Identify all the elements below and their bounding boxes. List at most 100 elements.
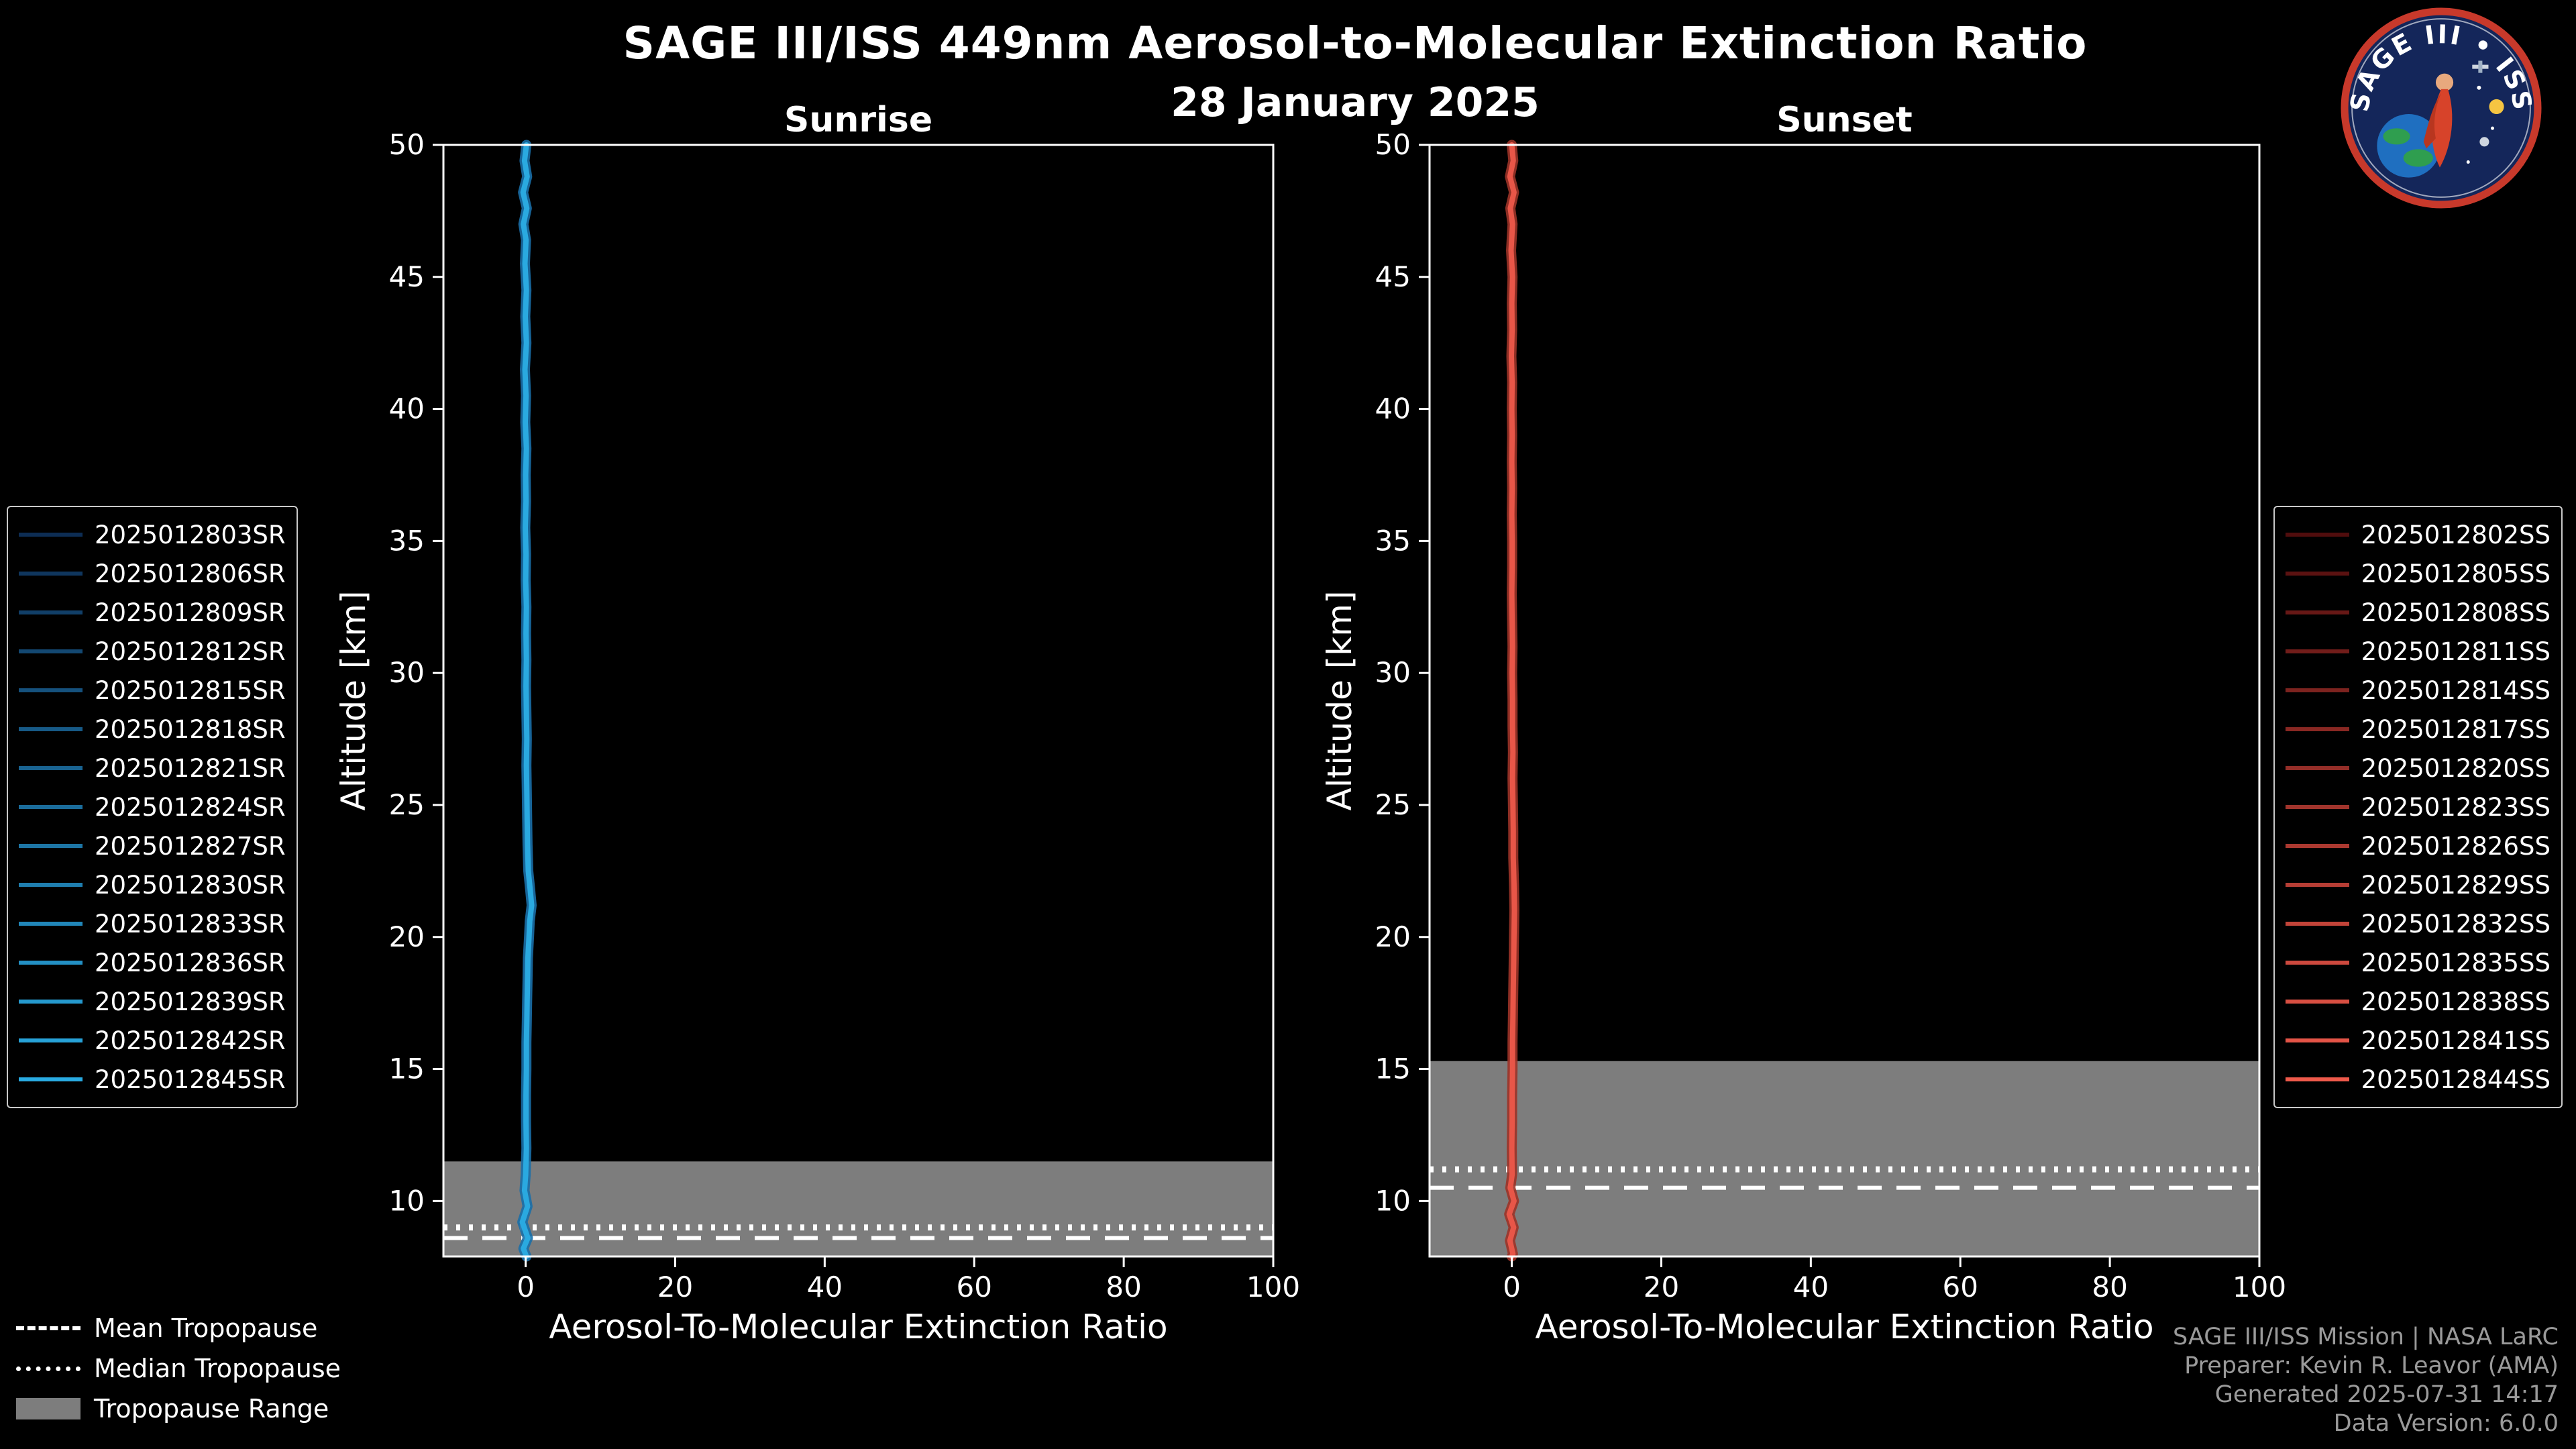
legend-line-swatch bbox=[2285, 844, 2349, 848]
legend-event-label: 2025012814SS bbox=[2361, 676, 2551, 705]
legend-line-swatch bbox=[2285, 727, 2349, 731]
legend-event-label: 2025012806SR bbox=[95, 559, 286, 588]
legend-event-label: 2025012844SS bbox=[2361, 1065, 2551, 1094]
legend-line-swatch bbox=[19, 1077, 83, 1081]
tropopause-range-band bbox=[443, 1161, 1273, 1256]
sun-icon bbox=[2489, 99, 2504, 115]
x-tick-label: 100 bbox=[2233, 1271, 2286, 1303]
median-tropopause-label: Median Tropopause bbox=[94, 1354, 341, 1383]
iss-satellite-icon bbox=[2472, 60, 2489, 73]
x-axis-label: Aerosol-To-Molecular Extinction Ratio bbox=[549, 1307, 1167, 1346]
gray-band-swatch bbox=[16, 1398, 80, 1419]
credits-data-version: Data Version: 6.0.0 bbox=[2333, 1410, 2559, 1437]
panel-title: Sunset bbox=[1776, 101, 1913, 140]
legend-item: 2025012836SR bbox=[19, 943, 286, 982]
legend-line-swatch bbox=[19, 533, 83, 537]
legend-item: 2025012833SR bbox=[19, 904, 286, 943]
legend-event-label: 2025012817SS bbox=[2361, 714, 2551, 744]
legend-item: 2025012826SS bbox=[2285, 826, 2551, 865]
legend-event-label: 2025012833SR bbox=[95, 909, 286, 938]
legend-line-swatch bbox=[2285, 688, 2349, 692]
panel-title: Sunrise bbox=[784, 101, 932, 140]
legend-event-label: 2025012830SR bbox=[95, 870, 286, 900]
y-tick-label: 35 bbox=[389, 524, 425, 557]
legend-line-swatch bbox=[19, 610, 83, 614]
figure-title: SAGE III/ISS 449nm Aerosol-to-Molecular … bbox=[623, 17, 2088, 69]
legend-line-swatch bbox=[19, 1000, 83, 1004]
y-tick-label: 45 bbox=[1375, 260, 1411, 293]
y-tick-label: 10 bbox=[389, 1184, 425, 1217]
legend-item: 2025012830SR bbox=[19, 865, 286, 904]
legend-line-swatch bbox=[2285, 572, 2349, 576]
legend-event-label: 2025012838SS bbox=[2361, 987, 2551, 1016]
legend-item: 2025012829SS bbox=[2285, 865, 2551, 904]
logo-inner-ring bbox=[2351, 18, 2531, 198]
legend-line-swatch bbox=[2285, 610, 2349, 614]
legend-line-swatch bbox=[19, 572, 83, 576]
dotted-line-swatch bbox=[16, 1366, 80, 1371]
legend-line-swatch bbox=[19, 727, 83, 731]
y-tick-label: 40 bbox=[1375, 392, 1411, 425]
legend-item: 2025012827SR bbox=[19, 826, 286, 865]
tropopause-range-label: Tropopause Range bbox=[94, 1394, 329, 1424]
credits-preparer: Preparer: Kevin R. Leavor (AMA) bbox=[2184, 1352, 2559, 1379]
earth-land bbox=[2403, 149, 2433, 167]
legend-line-swatch bbox=[19, 961, 83, 965]
y-tick-label: 50 bbox=[389, 128, 425, 161]
legend-event-label: 2025012839SR bbox=[95, 987, 286, 1016]
credits: SAGE III/ISS Mission | NASA LaRC Prepare… bbox=[2173, 1323, 2559, 1438]
sage-iii-iss-logo: SAGE III • ISS bbox=[2341, 7, 2542, 209]
legend-line-swatch bbox=[2285, 766, 2349, 770]
legend-item: 2025012805SS bbox=[2285, 554, 2551, 593]
legend-event-label: 2025012818SR bbox=[95, 714, 286, 744]
profile-line bbox=[519, 142, 535, 1259]
legend-item: 2025012808SS bbox=[2285, 593, 2551, 632]
credits-mission: SAGE III/ISS Mission | NASA LaRC bbox=[2173, 1324, 2559, 1350]
sunset-legend: 2025012802SS 2025012805SS 2025012808SS 2025… bbox=[2273, 506, 2563, 1108]
earth-land bbox=[2383, 128, 2410, 145]
legend-item: 2025012842SR bbox=[19, 1021, 286, 1060]
legend-event-label: 2025012835SS bbox=[2361, 948, 2551, 977]
legend-item: 2025012811SS bbox=[2285, 632, 2551, 671]
x-tick-label: 60 bbox=[1943, 1271, 1978, 1303]
legend-item: 2025012844SS bbox=[2285, 1060, 2551, 1099]
x-tick-label: 0 bbox=[517, 1271, 535, 1303]
y-tick-label: 20 bbox=[389, 920, 425, 953]
median-tropopause-legend-item: Median Tropopause bbox=[16, 1348, 341, 1389]
legend-item: 2025012841SS bbox=[2285, 1021, 2551, 1060]
y-tick-label: 50 bbox=[1375, 128, 1411, 161]
legend-item: 2025012815SR bbox=[19, 671, 286, 710]
y-tick-label: 25 bbox=[1375, 788, 1411, 821]
mean-tropopause-label: Mean Tropopause bbox=[94, 1313, 318, 1343]
legend-line-swatch bbox=[19, 844, 83, 848]
legend-item: 2025012832SS bbox=[2285, 904, 2551, 943]
plot-border bbox=[442, 144, 1275, 1258]
legend-event-label: 2025012823SS bbox=[2361, 792, 2551, 822]
legend-item: 2025012839SR bbox=[19, 982, 286, 1021]
y-tick-label: 35 bbox=[1375, 524, 1411, 557]
legend-item: 2025012845SR bbox=[19, 1060, 286, 1099]
y-tick-label: 10 bbox=[1375, 1184, 1411, 1217]
x-tick-label: 80 bbox=[2092, 1271, 2127, 1303]
legend-item: 2025012823SS bbox=[2285, 788, 2551, 826]
legend-event-label: 2025012809SR bbox=[95, 598, 286, 627]
x-axis-label: Aerosol-To-Molecular Extinction Ratio bbox=[1535, 1307, 2153, 1346]
legend-item: 2025012809SR bbox=[19, 593, 286, 632]
legend-line-swatch bbox=[2285, 1077, 2349, 1081]
legend-event-label: 2025012802SS bbox=[2361, 520, 2551, 549]
sunset-plot: 0 20 40 60 80 100 10 15 20 25 30 35 40 45 50 Sunset Aero… bbox=[1320, 101, 2286, 1346]
legend-event-label: 2025012836SR bbox=[95, 948, 286, 977]
legend-event-label: 2025012832SS bbox=[2361, 909, 2551, 938]
legend-line-swatch bbox=[19, 766, 83, 770]
tropopause-legend: Mean Tropopause Median Tropopause Tropop… bbox=[16, 1308, 341, 1429]
x-tick-label: 80 bbox=[1106, 1271, 1141, 1303]
legend-line-swatch bbox=[19, 649, 83, 653]
legend-line-swatch bbox=[2285, 883, 2349, 887]
y-tick-label: 20 bbox=[1375, 920, 1411, 953]
legend-event-label: 2025012829SS bbox=[2361, 870, 2551, 900]
legend-event-label: 2025012821SR bbox=[95, 753, 286, 783]
sunrise-legend: 2025012803SR 2025012806SR 2025012809SR 2025… bbox=[7, 506, 298, 1108]
y-tick-label: 40 bbox=[389, 392, 425, 425]
legend-item: 2025012820SS bbox=[2285, 749, 2551, 788]
legend-event-label: 2025012805SS bbox=[2361, 559, 2551, 588]
